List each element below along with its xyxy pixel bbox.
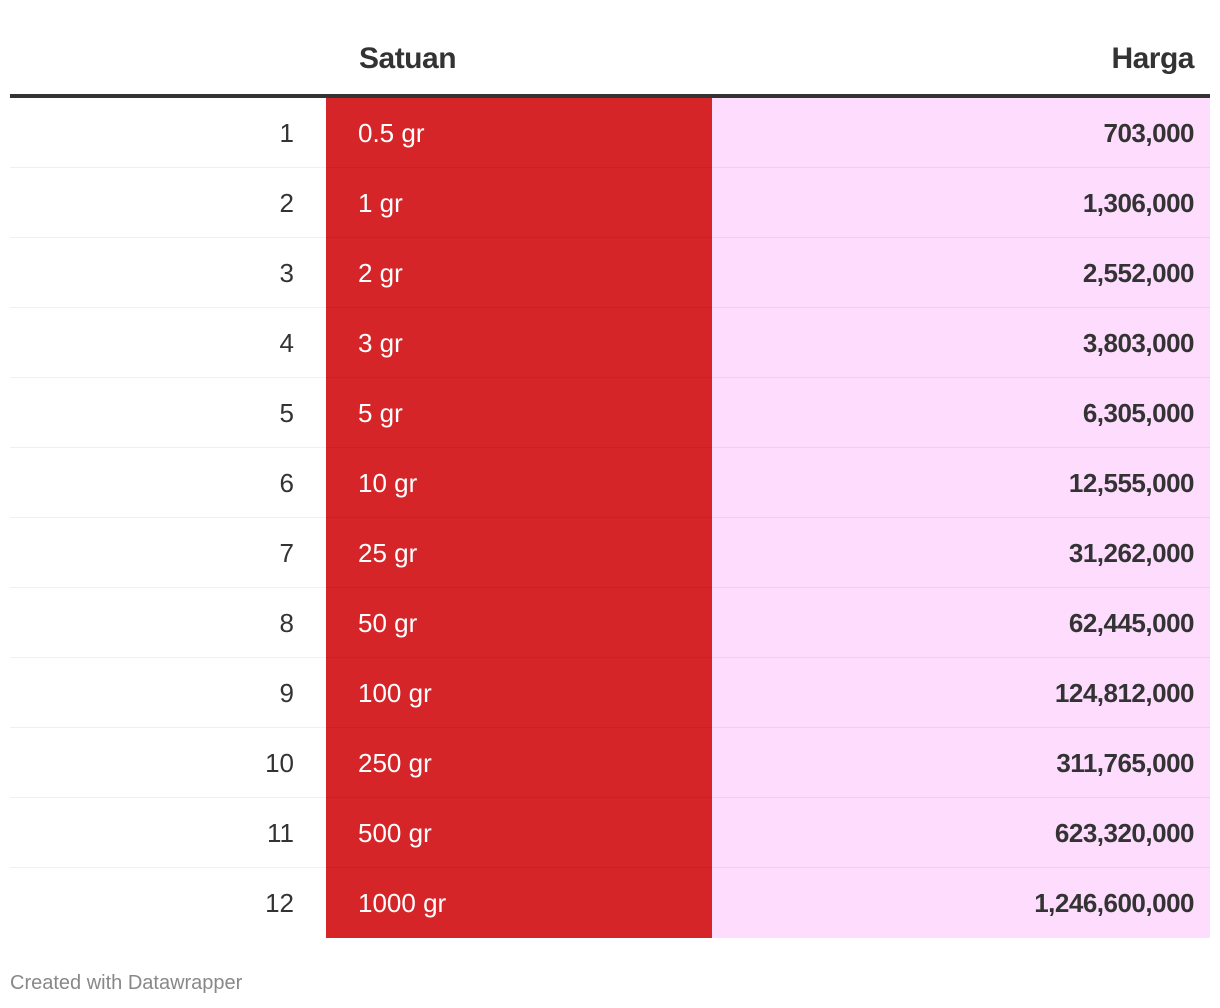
row-divider <box>10 657 1210 658</box>
table-row: 7 25 gr 31,262,000 <box>10 518 1210 588</box>
row-divider <box>10 517 1210 518</box>
row-index: 12 <box>265 888 294 918</box>
table-row: 9 100 gr 124,812,000 <box>10 658 1210 728</box>
harga-cell: 2,552,000 <box>712 238 1210 308</box>
row-divider <box>10 447 1210 448</box>
satuan-value: 2 gr <box>358 258 403 288</box>
row-divider <box>10 587 1210 588</box>
harga-value: 311,765,000 <box>1056 748 1194 778</box>
satuan-cell: 3 gr <box>326 308 712 378</box>
row-divider <box>10 377 1210 378</box>
harga-value: 3,803,000 <box>1082 328 1195 358</box>
harga-cell: 31,262,000 <box>712 518 1210 588</box>
harga-cell: 1,246,600,000 <box>712 868 1210 938</box>
harga-value: 623,320,000 <box>1054 818 1195 848</box>
satuan-cell: 50 gr <box>326 588 712 658</box>
row-index: 5 <box>279 398 294 428</box>
satuan-cell: 5 gr <box>326 378 712 448</box>
satuan-value: 250 gr <box>358 748 432 778</box>
satuan-value: 0.5 gr <box>358 118 425 148</box>
row-index: 4 <box>279 328 294 358</box>
table-header: Satuan Harga <box>10 0 1210 98</box>
satuan-cell: 100 gr <box>326 658 712 728</box>
datawrapper-credit[interactable]: Created with Datawrapper <box>10 972 243 994</box>
table-body: 1 0.5 gr 703,000 2 1 gr 1,306,000 3 2 gr 2,552,0… <box>10 98 1210 938</box>
harga-value: 12,555,000 <box>1068 468 1195 498</box>
row-index: 7 <box>279 538 294 568</box>
harga-cell: 703,000 <box>712 98 1210 168</box>
satuan-value: 100 gr <box>358 678 432 708</box>
harga-cell: 6,305,000 <box>712 378 1210 448</box>
table-row: 1 0.5 gr 703,000 <box>10 98 1210 168</box>
row-divider <box>10 727 1210 728</box>
satuan-value: 10 gr <box>358 468 418 498</box>
column-header-harga[interactable]: Harga <box>1111 42 1194 75</box>
row-index: 10 <box>265 748 294 778</box>
harga-cell: 3,803,000 <box>712 308 1210 378</box>
harga-value: 62,445,000 <box>1068 608 1195 638</box>
row-index: 8 <box>279 608 294 638</box>
satuan-cell: 1 gr <box>326 168 712 238</box>
satuan-cell: 10 gr <box>326 448 712 518</box>
harga-cell: 1,306,000 <box>712 168 1210 238</box>
satuan-cell: 250 gr <box>326 728 712 798</box>
satuan-value: 1 gr <box>358 188 403 218</box>
row-index: 11 <box>267 818 294 848</box>
harga-value: 124,812,000 <box>1054 678 1195 708</box>
harga-cell: 124,812,000 <box>712 658 1210 728</box>
satuan-value: 1000 gr <box>358 888 447 918</box>
column-header-satuan[interactable]: Satuan <box>359 42 457 75</box>
table-row: 8 50 gr 62,445,000 <box>10 588 1210 658</box>
satuan-cell: 25 gr <box>326 518 712 588</box>
row-index: 1 <box>279 118 294 148</box>
table-row: 2 1 gr 1,306,000 <box>10 168 1210 238</box>
table-row: 6 10 gr 12,555,000 <box>10 448 1210 518</box>
harga-cell: 62,445,000 <box>712 588 1210 658</box>
harga-cell: 623,320,000 <box>712 798 1210 868</box>
harga-value: 703,000 <box>1103 118 1195 148</box>
price-table: Satuan Harga 1 0.5 gr 703,000 2 1 gr 1,306,00… <box>10 0 1210 938</box>
table-row: 11 500 gr 623,320,000 <box>10 798 1210 868</box>
harga-value: 1,306,000 <box>1082 188 1195 218</box>
row-index: 3 <box>279 258 294 288</box>
satuan-value: 500 gr <box>358 818 432 848</box>
harga-value: 1,246,600,000 <box>1034 888 1194 918</box>
row-divider <box>10 797 1210 798</box>
row-divider <box>10 867 1210 868</box>
satuan-value: 50 gr <box>358 608 418 638</box>
row-divider <box>10 307 1210 308</box>
satuan-value: 3 gr <box>358 328 403 358</box>
table-row: 3 2 gr 2,552,000 <box>10 238 1210 308</box>
table-row: 10 250 gr 311,765,000 <box>10 728 1210 798</box>
satuan-cell: 0.5 gr <box>326 98 712 168</box>
row-divider <box>10 167 1210 168</box>
row-index: 9 <box>279 678 294 708</box>
harga-value: 31,262,000 <box>1068 538 1195 568</box>
table-row: 4 3 gr 3,803,000 <box>10 308 1210 378</box>
harga-cell: 12,555,000 <box>712 448 1210 518</box>
harga-value: 2,552,000 <box>1082 258 1195 288</box>
row-index: 6 <box>279 468 294 498</box>
table-row: 5 5 gr 6,305,000 <box>10 378 1210 448</box>
satuan-value: 5 gr <box>358 398 403 428</box>
satuan-value: 25 gr <box>358 538 418 568</box>
row-divider <box>10 237 1210 238</box>
table-row: 12 1000 gr 1,246,600,000 <box>10 868 1210 938</box>
harga-cell: 311,765,000 <box>712 728 1210 798</box>
satuan-cell: 1000 gr <box>326 868 712 938</box>
harga-value: 6,305,000 <box>1082 398 1195 428</box>
satuan-cell: 2 gr <box>326 238 712 308</box>
satuan-cell: 500 gr <box>326 798 712 868</box>
row-index: 2 <box>279 188 294 218</box>
